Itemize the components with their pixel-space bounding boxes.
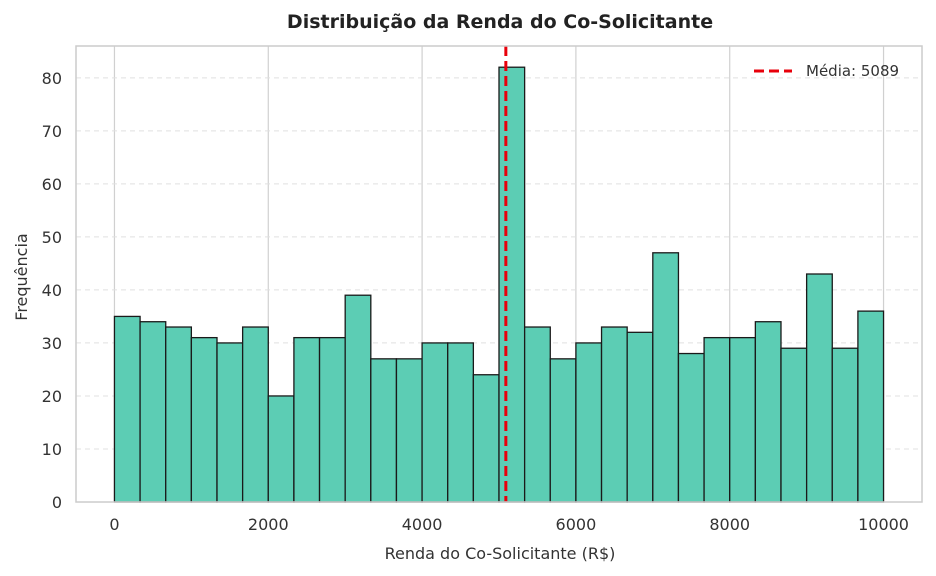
x-tick-label: 6000 xyxy=(556,515,597,534)
histogram-bar xyxy=(344,294,372,503)
histogram-bar xyxy=(780,347,808,503)
histogram-bar xyxy=(165,326,193,503)
histogram-bar xyxy=(113,315,141,503)
chart-title: Distribuição da Renda do Co-Solicitante xyxy=(287,11,713,33)
histogram-bar xyxy=(447,342,475,503)
y-tick-label: 0 xyxy=(52,493,62,512)
y-axis-label: Frequência xyxy=(12,233,31,320)
histogram-bar xyxy=(293,336,321,503)
x-axis-label: Renda do Co-Solicitante (R$) xyxy=(385,544,616,563)
histogram-bar xyxy=(472,374,500,503)
histogram-bar xyxy=(600,326,628,503)
histogram-bar xyxy=(523,326,551,503)
legend: Média: 5089 xyxy=(754,62,899,80)
histogram-bar xyxy=(575,342,603,503)
x-axis-ticks: 0 2000 4000 6000 8000 10000 xyxy=(109,515,909,534)
histogram-bar xyxy=(395,358,423,503)
histogram-bar xyxy=(139,321,167,503)
histogram-bar xyxy=(318,336,346,503)
x-tick-label: 4000 xyxy=(402,515,443,534)
histogram-bar xyxy=(677,352,705,503)
y-axis-ticks: 0 10 20 30 40 50 60 70 80 xyxy=(42,69,62,512)
y-tick-label: 80 xyxy=(42,69,62,88)
histogram-bar xyxy=(549,358,577,503)
bars xyxy=(113,66,885,503)
histogram-bar xyxy=(754,321,782,503)
histogram-bar xyxy=(626,331,654,503)
y-tick-label: 70 xyxy=(42,122,62,141)
y-tick-label: 20 xyxy=(42,387,62,406)
y-tick-label: 10 xyxy=(42,440,62,459)
histogram-bar xyxy=(857,310,885,503)
histogram-bar xyxy=(267,395,295,503)
histogram-bar xyxy=(805,273,833,503)
y-tick-label: 40 xyxy=(42,281,62,300)
legend-mean-label: Média: 5089 xyxy=(806,62,899,80)
y-tick-label: 60 xyxy=(42,175,62,194)
histogram-bar xyxy=(241,326,269,503)
histogram-bar xyxy=(652,252,680,503)
histogram-bar xyxy=(190,336,218,503)
x-tick-label: 2000 xyxy=(248,515,289,534)
y-tick-label: 50 xyxy=(42,228,62,247)
histogram-bar xyxy=(498,66,526,503)
histogram-bar xyxy=(216,342,244,503)
histogram-bar xyxy=(421,342,449,503)
histogram-bar xyxy=(729,336,757,503)
x-tick-label: 8000 xyxy=(709,515,750,534)
histogram-bar xyxy=(703,336,731,503)
histogram-bar xyxy=(831,347,859,503)
x-tick-label: 10000 xyxy=(858,515,909,534)
histogram-bar xyxy=(370,358,398,503)
y-tick-label: 30 xyxy=(42,334,62,353)
x-tick-label: 0 xyxy=(109,515,119,534)
plot-frame xyxy=(75,45,923,503)
